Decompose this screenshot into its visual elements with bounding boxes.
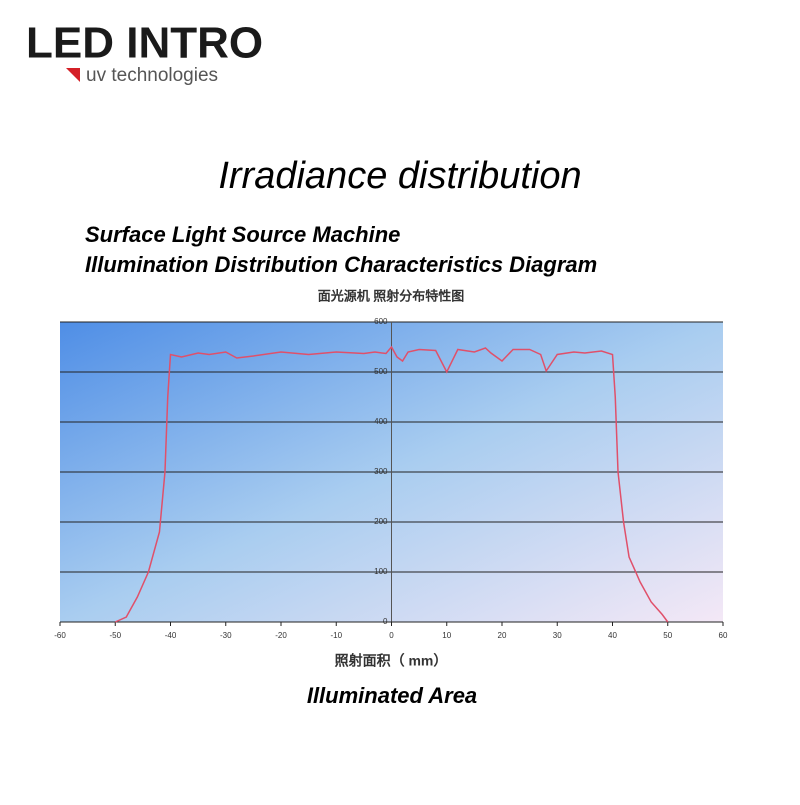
y-tick-label: 600 xyxy=(374,317,388,326)
x-tick-label: 40 xyxy=(608,631,617,640)
tagline: uv technologies xyxy=(86,65,218,86)
x-tick-label: 10 xyxy=(442,631,451,640)
x-tick-label: 20 xyxy=(498,631,507,640)
x-tick-label: 60 xyxy=(719,631,728,640)
x-tick-label: -10 xyxy=(330,631,342,640)
y-tick-label: 100 xyxy=(374,567,388,576)
x-tick-label: -60 xyxy=(54,631,66,640)
y-tick-label: 400 xyxy=(374,417,388,426)
title: Irradiance distribution xyxy=(218,155,581,197)
logo: LED INTRO xyxy=(26,19,263,68)
y-tick-label: 300 xyxy=(374,467,388,476)
logo-mark xyxy=(66,68,80,82)
x-tick-label: -20 xyxy=(275,631,287,640)
x-tick-label: 50 xyxy=(663,631,672,640)
x-tick-label: 0 xyxy=(389,631,394,640)
y-tick-label: 500 xyxy=(374,367,388,376)
x-axis-label: 照射面积（ mm） xyxy=(335,653,448,669)
x-axis-label: Illuminated Area xyxy=(307,683,477,708)
data-line xyxy=(114,345,669,623)
x-tick-label: -40 xyxy=(165,631,177,640)
subtitle: Surface Light Source Machine xyxy=(85,222,400,247)
x-tick-label: -50 xyxy=(109,631,121,640)
chart-title: 面光源机 照射分布特性图 xyxy=(318,288,465,303)
x-tick-label: 30 xyxy=(553,631,562,640)
x-tick-label: -30 xyxy=(220,631,232,640)
subtitle: Illumination Distribution Characteristic… xyxy=(85,252,597,277)
y-tick-label: 200 xyxy=(374,517,388,526)
